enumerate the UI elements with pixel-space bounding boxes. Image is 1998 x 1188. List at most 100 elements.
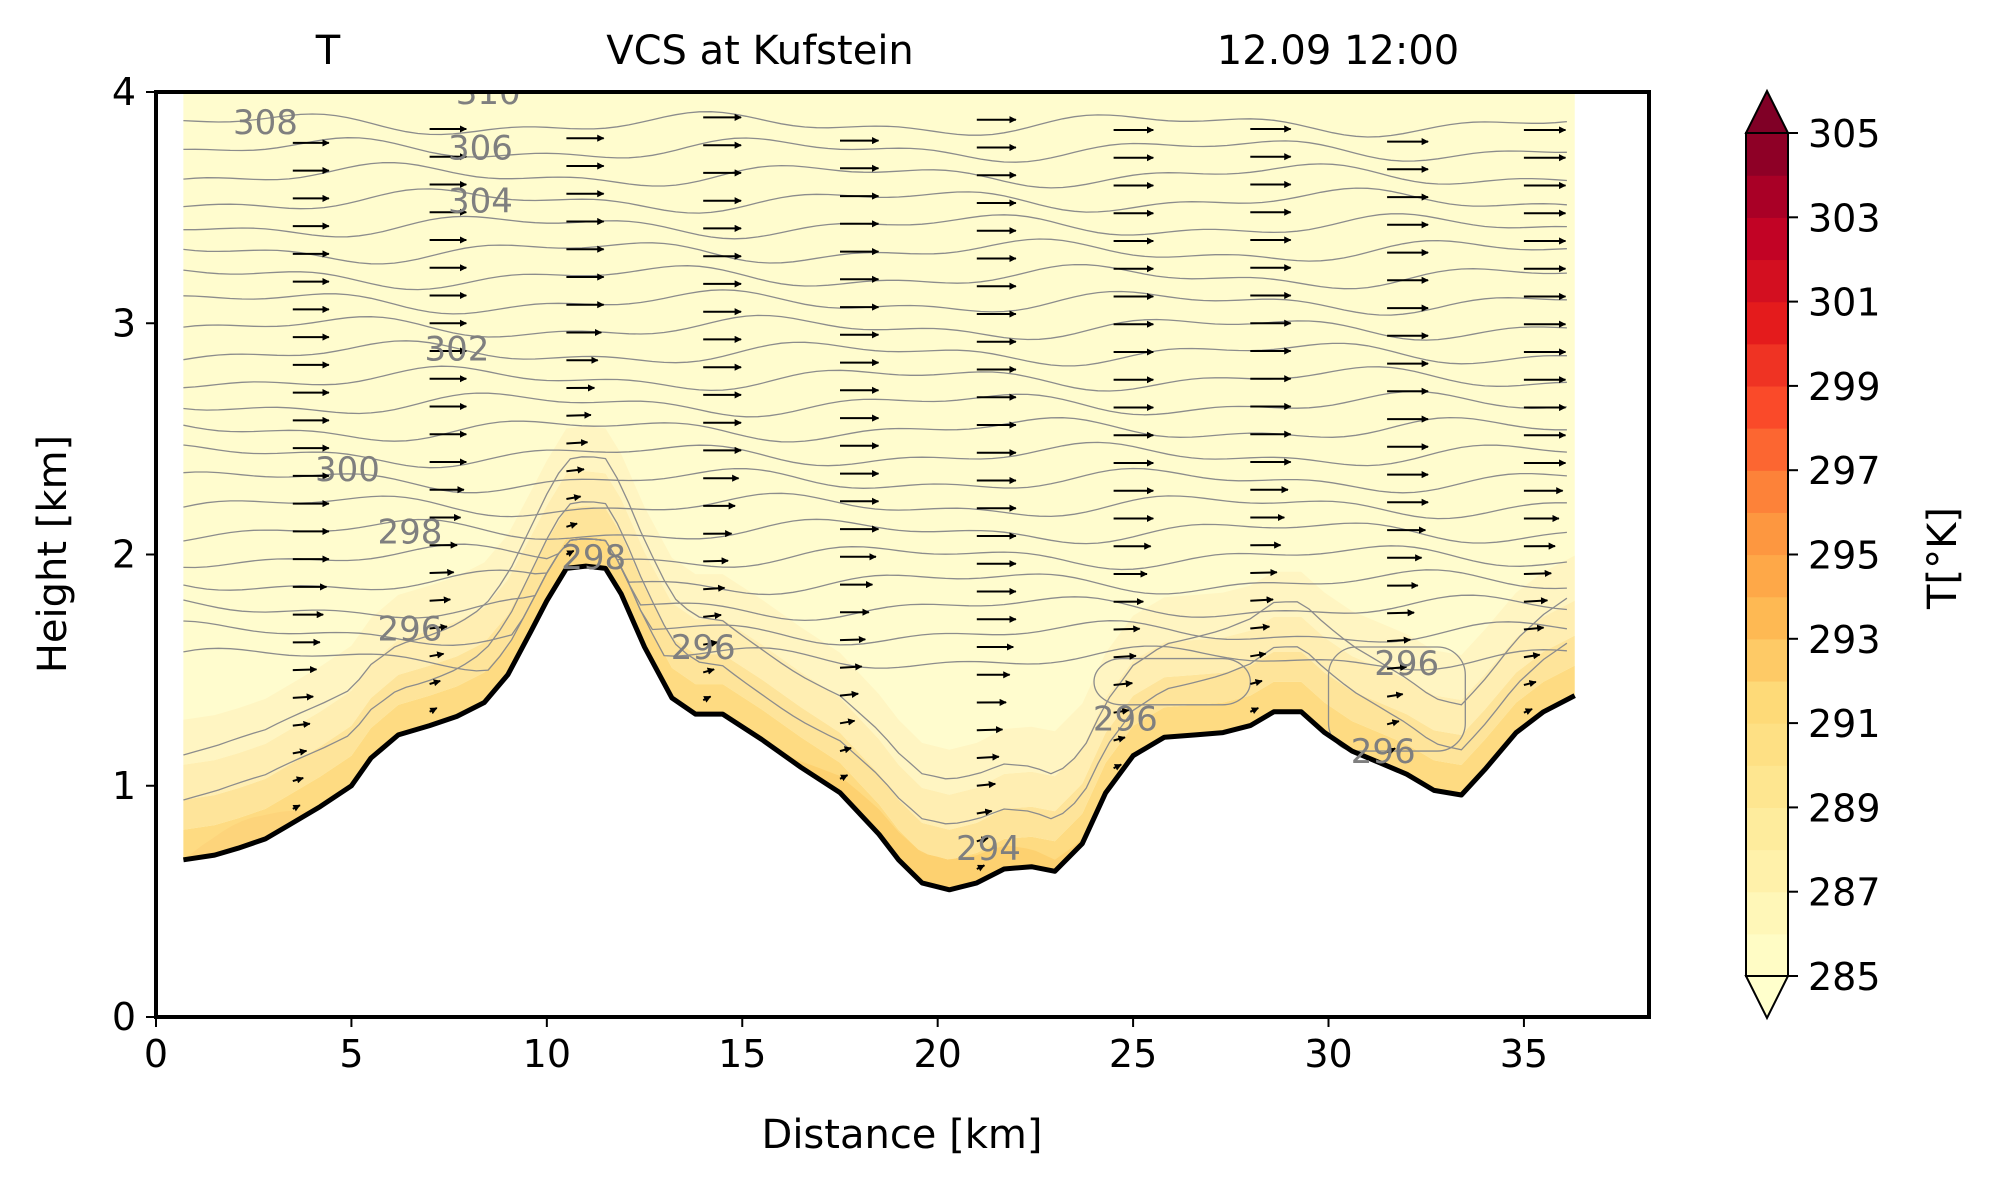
colorbar-band (1746, 723, 1788, 766)
wind-arrow (1523, 680, 1537, 688)
contour-label: 306 (448, 129, 513, 169)
x-tick-label: 0 (144, 1032, 168, 1076)
wind-arrow (1113, 763, 1122, 771)
wind-arrow (1250, 596, 1274, 604)
colorbar-band (1746, 765, 1788, 808)
x-tick-label: 35 (1500, 1032, 1548, 1076)
colorbar-tick-label: 297 (1808, 449, 1881, 493)
wind-arrow (1387, 663, 1408, 672)
colorbar-band (1746, 807, 1788, 851)
colorbar-tick-label: 303 (1808, 196, 1881, 240)
y-axis-ticks: 0 1 2 3 4 (112, 70, 156, 1039)
y-tick-label: 4 (112, 70, 136, 114)
colorbar-tick-label: 289 (1808, 786, 1881, 830)
wind-arrow (703, 557, 729, 565)
colorbar-tick-label: 299 (1808, 365, 1881, 409)
wind-arrow (1523, 708, 1533, 715)
contour-label: 296 (1351, 732, 1416, 772)
contour-label: 310 (456, 73, 521, 113)
isotherm-line (183, 390, 1567, 418)
colorbar-extend-min (1744, 975, 1790, 1021)
wind-arrow (1250, 568, 1278, 577)
isotherm-line (183, 538, 1567, 571)
wind-arrow (839, 746, 852, 754)
wind-arrow (1387, 636, 1412, 644)
isotherm-line (183, 538, 1567, 596)
wind-arrow (703, 584, 726, 592)
wind-arrow (976, 836, 989, 844)
wind-arrow (1523, 597, 1549, 605)
contour-label: 296 (1093, 700, 1158, 740)
wind-arrow (292, 693, 314, 701)
colorbar-band (1746, 512, 1788, 556)
isotherm-line (183, 538, 1567, 672)
wind-arrow (703, 612, 722, 620)
colorbar-tick-label: 295 (1808, 534, 1881, 578)
wind-arrow (1387, 609, 1415, 617)
isotherm-line (183, 538, 1567, 622)
isotherm-line (183, 456, 1568, 780)
colorbar-band (1746, 217, 1788, 261)
wind-arrow (429, 623, 448, 631)
wind-arrow (976, 864, 986, 872)
title-left: T (315, 28, 341, 74)
wind-arrow (1250, 679, 1263, 687)
field-band (183, 506, 1575, 860)
isotherm-line (183, 162, 1567, 189)
x-tick-label: 30 (1304, 1032, 1352, 1076)
title-right: 12.09 12:00 (1217, 28, 1460, 74)
isotherm-line (183, 340, 1567, 367)
wind-arrow (703, 639, 719, 647)
wind-arrow (1523, 569, 1552, 578)
wind-arrow (292, 804, 301, 812)
contour-label: 304 (448, 182, 513, 222)
wind-arrow (702, 695, 712, 703)
colorbar-band (1746, 849, 1788, 893)
colorbar-tick-label: 285 (1808, 955, 1881, 999)
colorbar-band (1746, 428, 1788, 471)
wind-arrow (839, 635, 867, 644)
y-tick-label: 0 (112, 995, 136, 1039)
wind-arrow (1113, 625, 1141, 633)
wind-arrow (566, 522, 578, 529)
y-axis-label: Height [km] (30, 435, 76, 673)
contour-label: 296 (1374, 644, 1439, 684)
colorbar-band (1746, 259, 1788, 303)
x-tick-label: 20 (913, 1032, 961, 1076)
field-warm-pool (183, 810, 311, 860)
colorbar-tick-label: 287 (1808, 871, 1881, 915)
wind-arrow (1386, 719, 1400, 727)
x-axis-label: Distance [km] (762, 1112, 1043, 1158)
colorbar-band (1746, 933, 1788, 977)
wind-arrow (429, 596, 452, 604)
wind-arrow (839, 774, 849, 782)
contour-label: 302 (424, 330, 489, 370)
isotherm-closed (1327, 646, 1466, 752)
isotherm-line (183, 538, 1567, 646)
colorbar-band (1746, 638, 1788, 682)
field-band (183, 536, 1575, 890)
field-band (183, 426, 1575, 795)
terrain-line (183, 563, 1576, 893)
wind-arrow (429, 707, 438, 715)
wind-arrow (292, 748, 308, 756)
isotherm-line (183, 111, 1567, 138)
wind-arrow (429, 651, 445, 659)
wind-arrow (292, 776, 304, 784)
wind-arrow (1250, 651, 1267, 659)
wind-arrow (429, 568, 455, 577)
isotherm-line (183, 492, 1567, 520)
colorbar-band (1746, 385, 1788, 429)
x-tick-label: 15 (718, 1032, 766, 1076)
wind-arrow (839, 690, 859, 698)
terrain-layer (183, 563, 1576, 893)
x-tick-label: 10 (523, 1032, 571, 1076)
colorbar-band (1746, 343, 1788, 387)
wind-arrow (1113, 652, 1137, 660)
wind-arrow (839, 718, 856, 726)
wind-arrow (1523, 652, 1541, 660)
colorbar-band (1746, 554, 1788, 598)
colorbar-extend-max (1744, 88, 1790, 134)
contour-labels: 308 310 306 304 302 300 298 298 296 296 296 296 296 2… (233, 73, 1439, 869)
